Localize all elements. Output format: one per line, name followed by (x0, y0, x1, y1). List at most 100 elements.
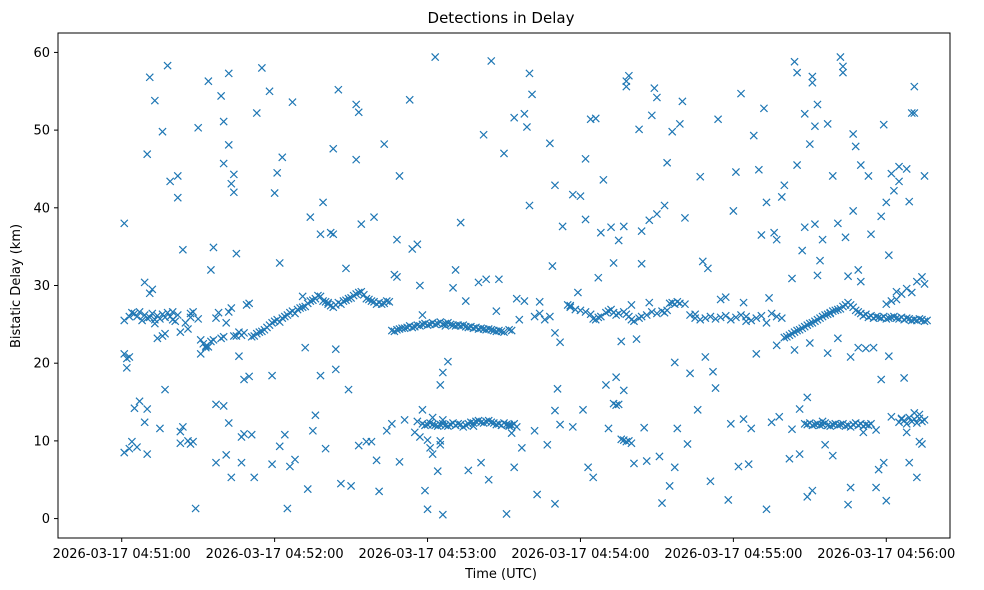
data-point (400, 324, 409, 333)
data-point (874, 465, 883, 474)
data-point (841, 233, 850, 242)
data-point (854, 343, 863, 352)
data-point (140, 278, 149, 287)
data-point (647, 307, 656, 316)
data-point (556, 338, 565, 347)
axis-ticks: 2026-03-17 04:51:00 2026-03-17 04:52:00 20… (33, 46, 955, 562)
data-point (627, 439, 636, 448)
data-point (454, 419, 463, 428)
data-point (176, 439, 185, 448)
data-point (492, 307, 501, 316)
data-point (872, 483, 881, 492)
data-point (895, 418, 904, 427)
data-point (224, 140, 233, 149)
data-point (566, 301, 575, 310)
data-point (186, 309, 195, 318)
data-point (882, 496, 891, 505)
data-point (510, 463, 519, 472)
data-point (413, 417, 422, 426)
data-point (482, 275, 491, 284)
data-point (517, 443, 526, 452)
data-point (173, 193, 182, 202)
data-point (859, 428, 868, 437)
data-point (229, 188, 238, 197)
data-point (543, 440, 552, 449)
data-point (757, 230, 766, 240)
y-tick-label: 50 (33, 124, 50, 139)
data-point (229, 331, 238, 341)
data-point (612, 310, 621, 320)
data-point (285, 462, 294, 471)
data-point (884, 352, 893, 361)
data-point (428, 413, 437, 422)
data-point (793, 68, 802, 77)
data-point (905, 197, 914, 206)
data-point (680, 213, 689, 222)
data-point (377, 300, 386, 309)
data-point (556, 420, 565, 429)
data-point (693, 405, 702, 414)
data-point (808, 78, 817, 87)
data-point (183, 324, 193, 334)
data-point (502, 509, 511, 518)
data-point (515, 315, 524, 324)
data-point (525, 201, 534, 210)
data-point (487, 325, 496, 334)
data-point (877, 375, 886, 384)
data-point (640, 423, 649, 432)
data-point (178, 245, 187, 254)
data-point (535, 309, 544, 318)
data-point (790, 345, 799, 355)
chart-title: Detections in Delay (428, 9, 575, 27)
data-point (438, 320, 447, 329)
data-point (657, 499, 667, 508)
data-point (477, 324, 486, 333)
data-point (609, 258, 618, 267)
data-point (907, 108, 916, 118)
data-point (280, 312, 289, 321)
data-point (550, 328, 559, 337)
data-point (176, 427, 185, 436)
data-point (265, 87, 274, 96)
data-point (499, 328, 509, 337)
data-point (168, 307, 177, 316)
x-tick-label: 2026-03-17 04:51:00 (53, 547, 191, 562)
data-point (382, 297, 391, 306)
data-point (268, 460, 277, 469)
data-point (143, 405, 152, 414)
data-point (652, 93, 661, 102)
data-point (596, 312, 605, 321)
data-point (752, 314, 761, 323)
data-point (668, 127, 677, 136)
data-point (614, 400, 623, 409)
data-point (739, 298, 748, 307)
data-point (821, 440, 830, 449)
data-point (607, 223, 616, 232)
data-point (902, 314, 911, 323)
data-point (420, 486, 430, 495)
data-point (833, 334, 842, 343)
data-point (854, 265, 863, 274)
data-point (257, 63, 266, 72)
data-point (599, 175, 608, 184)
data-point (405, 95, 414, 104)
data-point (217, 91, 226, 100)
data-point (520, 297, 529, 306)
data-point (477, 458, 486, 467)
data-point (833, 219, 842, 228)
data-point (219, 159, 228, 168)
data-point (660, 201, 669, 210)
data-point (859, 311, 868, 320)
x-tick-label: 2026-03-17 04:52:00 (206, 547, 344, 562)
data-point (252, 108, 261, 118)
data-point (762, 318, 771, 327)
data-point (375, 487, 384, 496)
data-point (505, 325, 514, 334)
data-point (736, 310, 746, 320)
data-point (301, 343, 310, 352)
data-point (211, 314, 221, 323)
data-point (767, 309, 776, 318)
data-point (326, 228, 335, 237)
data-point (619, 386, 628, 395)
data-point (828, 451, 837, 460)
